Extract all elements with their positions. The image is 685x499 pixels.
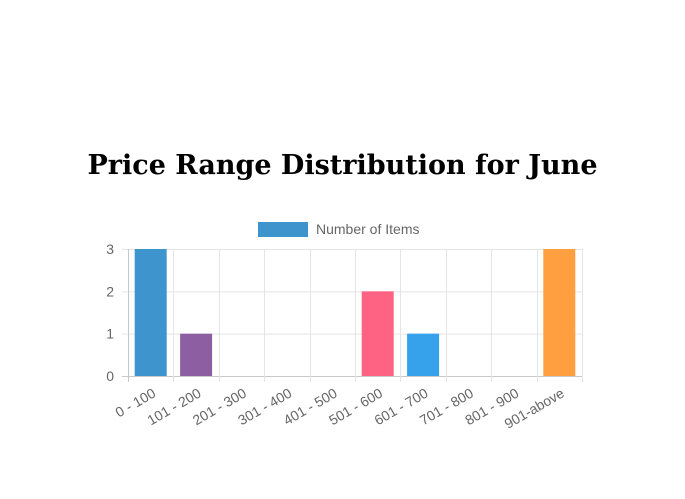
grid-lines [122, 249, 583, 382]
y-tick-label: 0 [106, 368, 114, 384]
bar[interactable] [361, 291, 394, 376]
legend[interactable]: Number of Items [258, 221, 419, 237]
legend-swatch[interactable] [258, 222, 308, 237]
y-axis-ticks: 0 1 2 3 [106, 241, 114, 384]
legend-label[interactable]: Number of Items [316, 221, 419, 237]
chart-title: Price Range Distribution for June [87, 150, 598, 181]
bar[interactable] [543, 249, 576, 376]
bar[interactable] [180, 333, 213, 376]
y-tick-label: 2 [106, 283, 114, 299]
bar[interactable] [407, 333, 440, 376]
y-tick-label: 1 [106, 326, 114, 342]
bars [134, 249, 576, 376]
y-tick-label: 3 [106, 241, 114, 257]
bar[interactable] [134, 249, 167, 376]
